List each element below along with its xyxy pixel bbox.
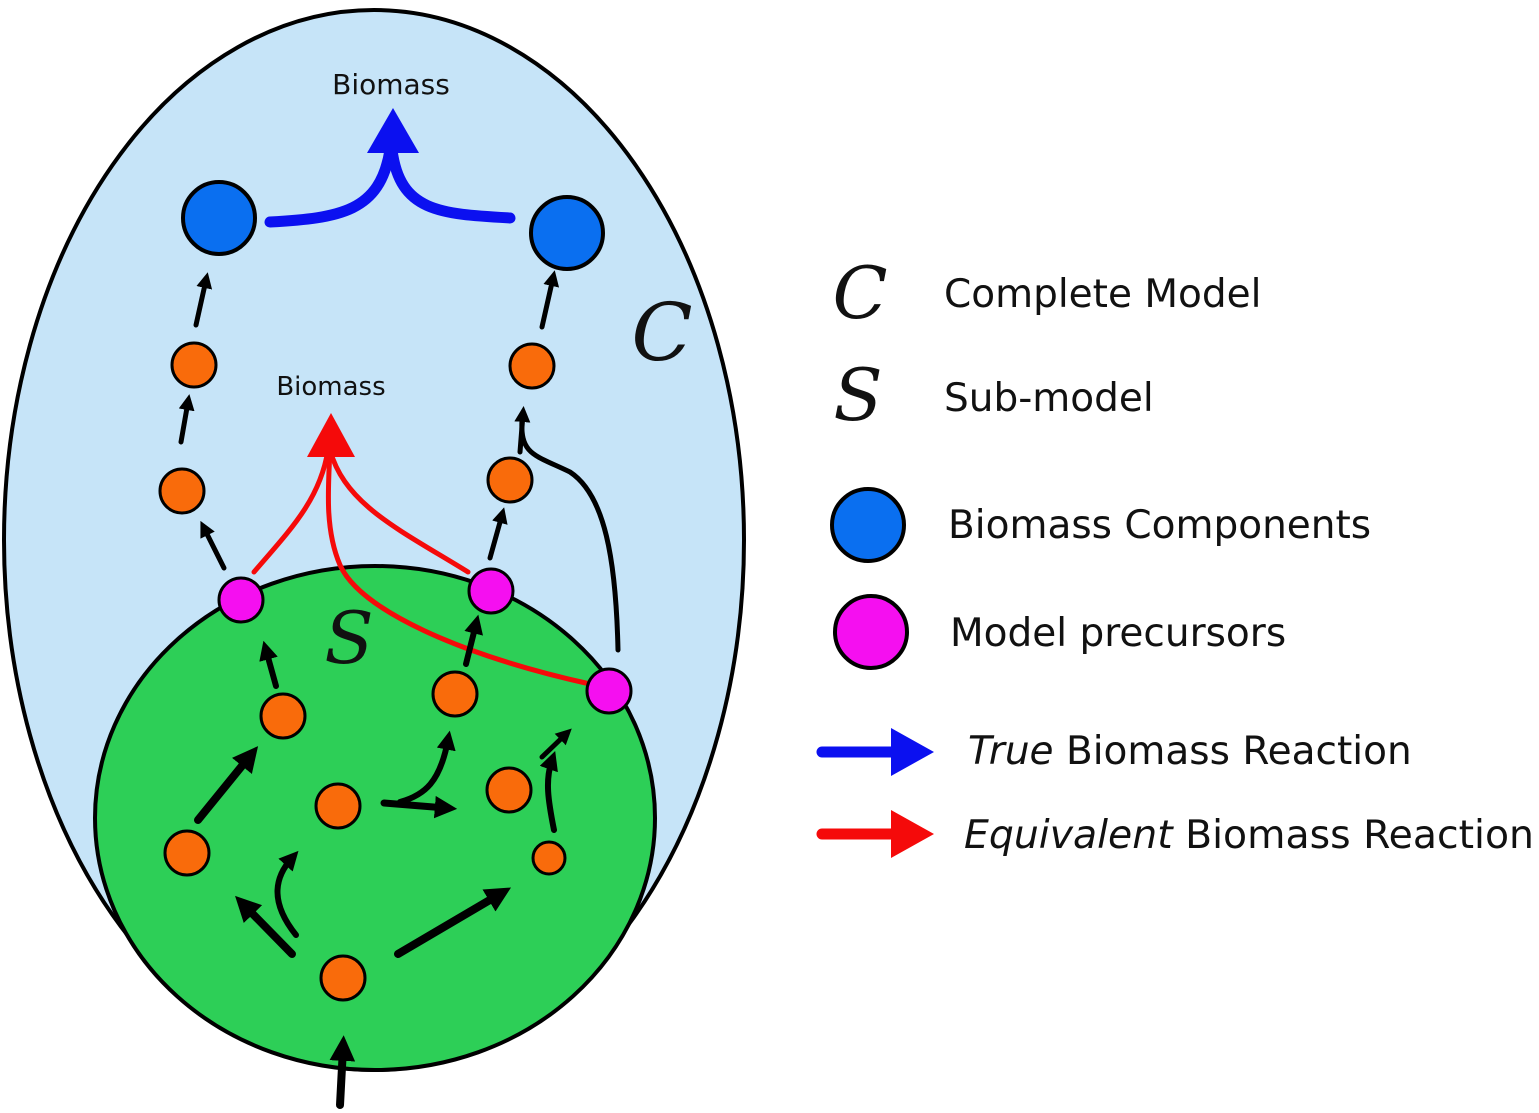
legend-precursors-label: Model precursors xyxy=(950,611,1286,656)
legend-complete-symbol: C xyxy=(832,251,887,335)
biomass-label-true: Biomass xyxy=(332,68,450,101)
true-biomass-reaction xyxy=(264,108,516,228)
sub-model-region xyxy=(93,564,657,1072)
metabolite-node xyxy=(314,782,362,830)
legend-equivalent-arrow xyxy=(816,810,934,858)
equivalent-biomass-reaction xyxy=(251,447,593,687)
legend-complete-label: Complete Model xyxy=(944,272,1261,317)
biomass-component-node xyxy=(181,180,257,256)
legend-precursor-swatch xyxy=(833,594,909,670)
sub-model-letter: S xyxy=(324,596,373,680)
model-precursor-node xyxy=(585,667,633,715)
legend-sub-symbol: S xyxy=(833,353,882,437)
legend-components-label: Biomass Components xyxy=(948,503,1371,548)
legend-sub-label: Sub-model xyxy=(944,376,1154,421)
right-upper-pathway xyxy=(487,270,621,653)
model-precursor-node xyxy=(217,576,265,624)
biomass-label-equivalent: Biomass xyxy=(276,372,385,402)
complete-model-letter: C xyxy=(631,286,692,379)
metabolite-node xyxy=(486,456,534,504)
legend-component-swatch xyxy=(830,487,906,563)
metabolite-node xyxy=(485,766,533,814)
metabolite-node xyxy=(431,670,479,718)
metabolite-node xyxy=(170,341,218,389)
biomass-component-node xyxy=(529,195,605,271)
metabolite-node xyxy=(163,829,211,877)
metabolite-node xyxy=(259,692,307,740)
metabolite-node xyxy=(158,467,206,515)
sub-model-pathway xyxy=(194,614,572,1109)
metabolite-node xyxy=(508,342,556,390)
legend: C Complete Model S Sub-model Biomass Com… xyxy=(816,251,1534,858)
legend-true-arrow xyxy=(816,728,934,776)
legend-equivalent-label: Equivalent Biomass Reaction xyxy=(964,813,1534,858)
model-precursor-node xyxy=(467,567,515,615)
equivalent-reaction-arrowhead xyxy=(307,413,355,457)
left-upper-pathway xyxy=(178,272,227,571)
metabolite-node xyxy=(531,840,567,876)
legend-true-label: True Biomass Reaction xyxy=(968,729,1412,774)
metabolite-node xyxy=(319,954,367,1002)
